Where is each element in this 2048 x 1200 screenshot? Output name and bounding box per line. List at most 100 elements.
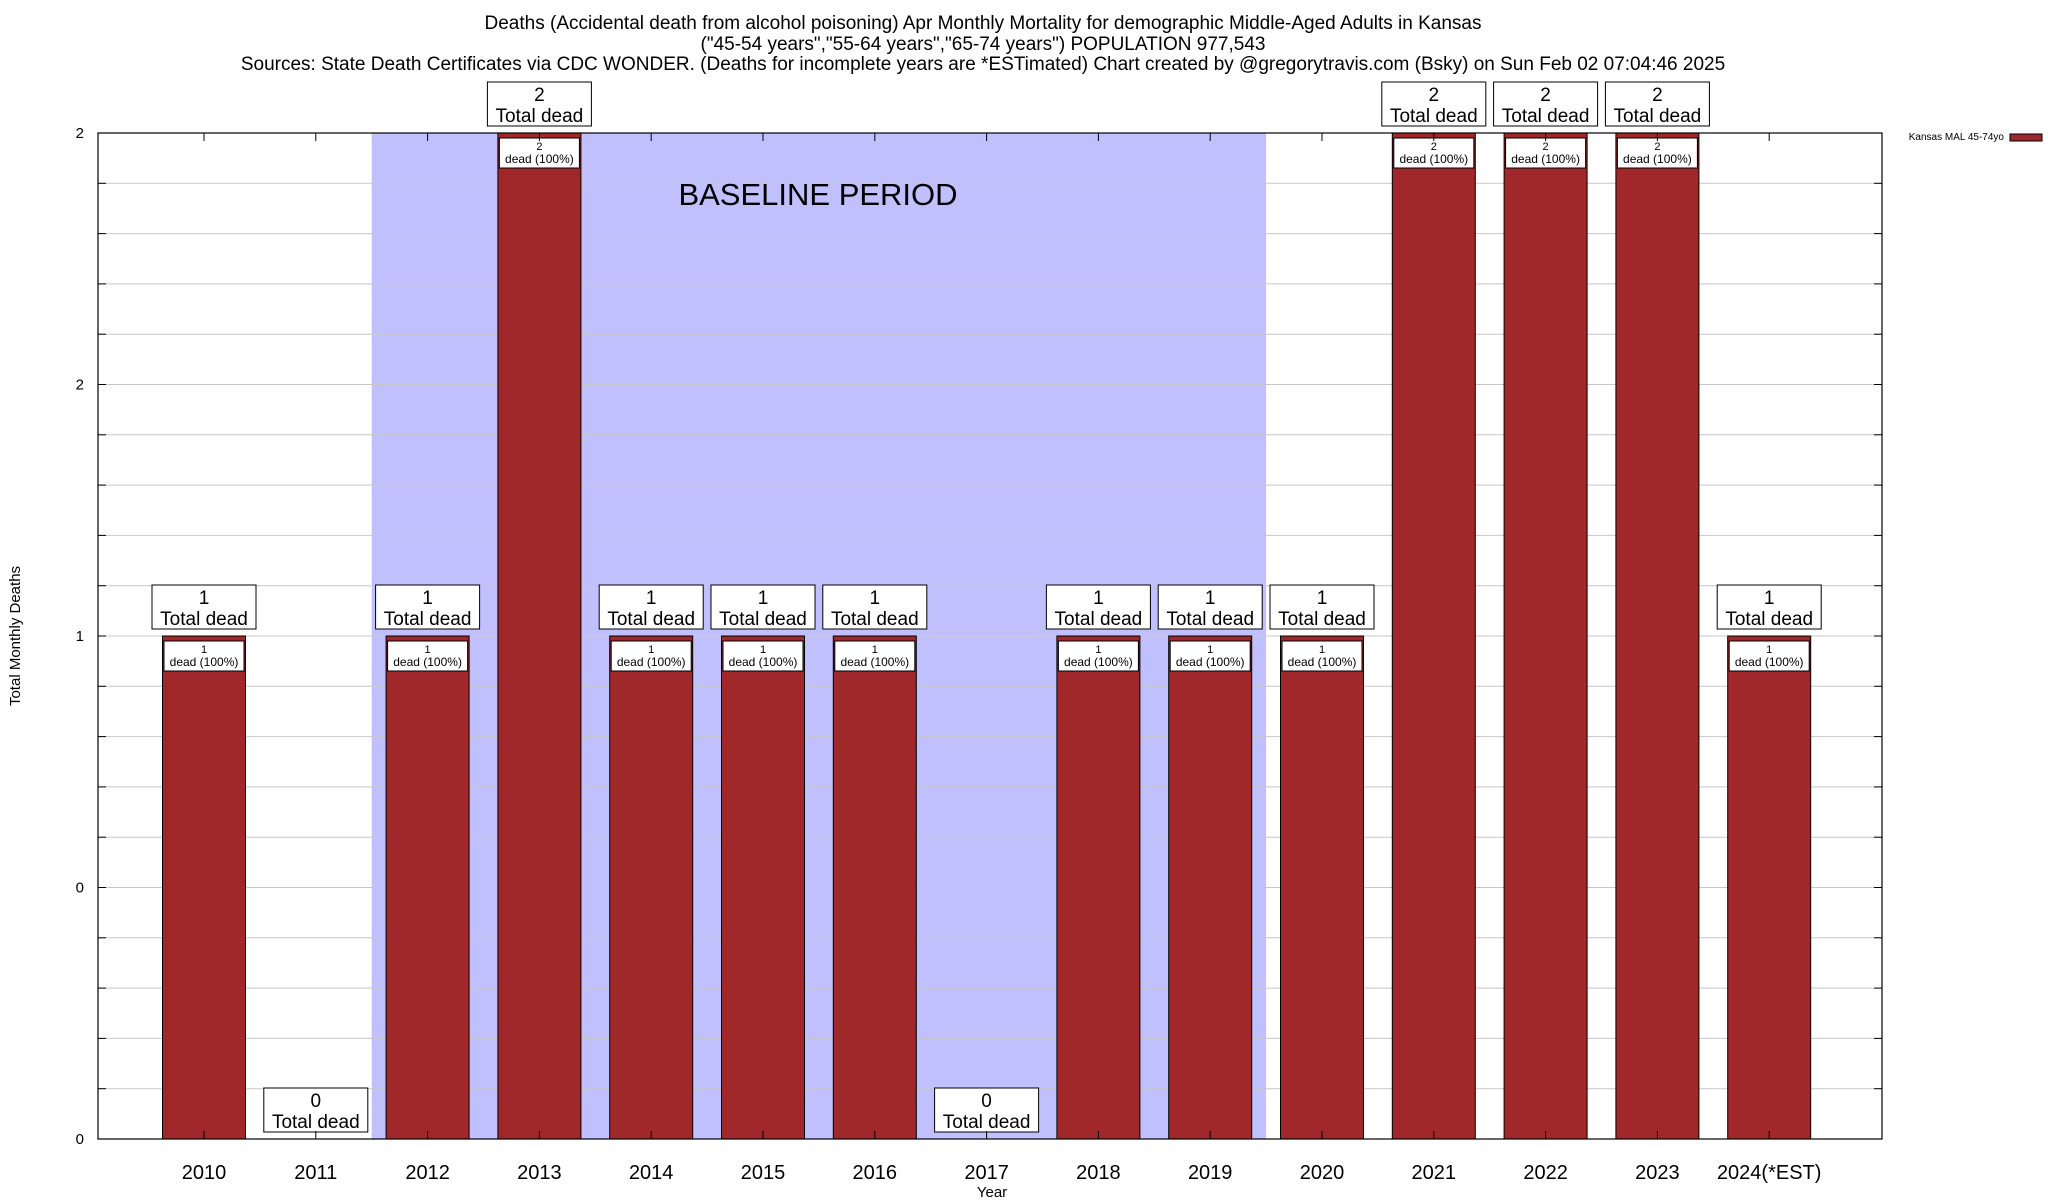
segment-label-text: dead (100%) — [170, 655, 239, 669]
total-label-text: Total dead — [272, 1112, 360, 1133]
x-tick-label: 2013 — [517, 1162, 562, 1184]
total-label-box — [1604, 81, 1710, 127]
x-tick-label: 2012 — [405, 1162, 450, 1184]
segment-label-count: 1 — [1766, 644, 1772, 656]
total-label-box — [263, 1087, 369, 1133]
total-label-text: Total dead — [719, 609, 807, 630]
total-label-box — [598, 584, 704, 630]
total-label-box — [1045, 584, 1151, 630]
total-label-count: 1 — [870, 588, 881, 609]
total-label-text: Total dead — [496, 106, 584, 127]
segment-label-box — [1728, 640, 1810, 672]
segment-label-box — [387, 640, 469, 672]
y-tick-label: 2 — [76, 377, 84, 394]
segment-label-text: dead (100%) — [393, 655, 462, 669]
total-label-text: Total dead — [1278, 609, 1366, 630]
segment-label-box — [1393, 137, 1475, 169]
total-label-count: 2 — [1540, 85, 1551, 106]
x-tick-label: 2021 — [1412, 1162, 1457, 1184]
segment-label-box — [1616, 137, 1698, 169]
y-tick-label: 0 — [76, 880, 84, 897]
total-label-box — [822, 584, 928, 630]
x-tick-label: 2016 — [853, 1162, 898, 1184]
total-label-box — [1716, 584, 1822, 630]
segment-label-box — [1057, 640, 1139, 672]
total-label-text: Total dead — [1502, 106, 1590, 127]
total-label-text: Total dead — [831, 609, 919, 630]
segment-label-count: 2 — [536, 141, 542, 153]
y-axis-label: Total Monthly Deaths — [7, 566, 24, 706]
segment-label-count: 1 — [1095, 644, 1101, 656]
bar — [1280, 635, 1364, 1140]
total-label-count: 1 — [422, 588, 433, 609]
segment-label-text: dead (100%) — [729, 655, 798, 669]
x-tick-label: 2018 — [1076, 1162, 1121, 1184]
bar — [1056, 635, 1141, 1140]
total-label-box — [710, 584, 816, 630]
bar — [1391, 132, 1476, 1140]
total-label-box — [151, 584, 257, 630]
x-tick-label: 2014 — [629, 1162, 674, 1184]
total-label-box — [375, 584, 481, 630]
chart-title-line3: Sources: State Death Certificates via CD… — [240, 54, 1726, 75]
segment-label-text: dead (100%) — [1623, 152, 1692, 166]
plot-frame — [97, 132, 1883, 1140]
total-label-count: 1 — [646, 588, 657, 609]
total-label-text: Total dead — [384, 609, 472, 630]
total-label-text: Total dead — [1614, 106, 1702, 127]
bar — [497, 132, 582, 1140]
segment-label-text: dead (100%) — [1399, 152, 1468, 166]
segment-label-count: 2 — [1431, 141, 1437, 153]
bar — [721, 635, 805, 1140]
segment-label-text: dead (100%) — [1288, 655, 1357, 669]
bar — [1168, 635, 1253, 1140]
x-tick-label: 2023 — [1635, 1162, 1680, 1184]
x-tick-label: 2020 — [1300, 1162, 1345, 1184]
bar — [832, 635, 917, 1140]
baseline-period-label: BASELINE PERIOD — [678, 177, 957, 212]
total-label-count: 1 — [1205, 588, 1216, 609]
segment-label-count: 1 — [1319, 644, 1325, 656]
total-label-count: 0 — [311, 1091, 322, 1112]
segment-label-count: 1 — [760, 644, 766, 656]
segment-label-box — [722, 640, 804, 672]
total-label-box — [486, 81, 592, 127]
x-tick-label: 2024(*EST) — [1717, 1162, 1822, 1184]
segment-label-box — [1505, 137, 1587, 169]
x-tick-label: 2011 — [294, 1162, 337, 1184]
segment-label-count: 1 — [1207, 644, 1213, 656]
total-label-count: 1 — [1093, 588, 1104, 609]
total-label-count: 0 — [981, 1091, 992, 1112]
total-label-text: Total dead — [1725, 609, 1813, 630]
bar — [1615, 132, 1700, 1140]
y-tick-label: 1 — [76, 628, 84, 645]
segment-label-box — [1281, 640, 1363, 672]
segment-label-box — [834, 640, 916, 672]
total-label-text: Total dead — [943, 1112, 1031, 1133]
total-label-box — [1157, 584, 1263, 630]
segment-label-text: dead (100%) — [1176, 655, 1245, 669]
x-tick-label: 2019 — [1188, 1162, 1233, 1184]
total-label-text: Total dead — [160, 609, 248, 630]
total-label-text: Total dead — [1055, 609, 1143, 630]
segment-label-count: 1 — [872, 644, 878, 656]
total-label-count: 2 — [1652, 85, 1663, 106]
total-label-count: 1 — [758, 588, 769, 609]
total-label-count: 2 — [1429, 85, 1440, 106]
bar — [162, 635, 246, 1140]
legend-swatch — [2009, 133, 2043, 142]
y-tick-label: 0 — [76, 1131, 84, 1148]
segment-label-box — [1169, 640, 1251, 672]
total-label-count: 1 — [199, 588, 210, 609]
bar — [385, 635, 470, 1140]
segment-label-count: 2 — [1654, 141, 1660, 153]
segment-label-text: dead (100%) — [1064, 655, 1133, 669]
segment-label-text: dead (100%) — [840, 655, 909, 669]
segment-label-text: dead (100%) — [617, 655, 686, 669]
total-label-count: 1 — [1764, 588, 1775, 609]
total-label-box — [1381, 81, 1487, 127]
x-axis-label: Year — [977, 1184, 1007, 1200]
x-tick-label: 2010 — [182, 1162, 227, 1184]
total-label-count: 1 — [1317, 588, 1328, 609]
